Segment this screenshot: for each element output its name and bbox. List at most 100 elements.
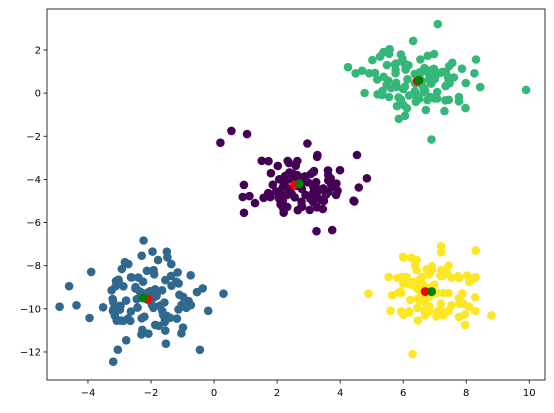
- cluster-2-point: [440, 106, 449, 116]
- cluster-2-point: [415, 68, 424, 77]
- cluster-3-point: [406, 295, 415, 305]
- cluster-3-point: [444, 261, 453, 271]
- cluster-3-point: [436, 299, 446, 309]
- cluster-2-point: [392, 101, 402, 111]
- cluster-3-point: [396, 307, 406, 316]
- cluster-3-point: [364, 289, 373, 299]
- cluster-0-point: [250, 198, 260, 208]
- cluster-3-point: [404, 308, 414, 317]
- cluster-1-point: [177, 300, 186, 310]
- y-tick-label: −2: [26, 132, 41, 143]
- cluster-1-point: [145, 286, 155, 296]
- cluster-1-point: [121, 336, 131, 345]
- cluster-3-point: [393, 273, 402, 283]
- cluster-3-point: [471, 273, 480, 282]
- cluster-0-point: [268, 180, 278, 189]
- cluster-0-point: [279, 205, 288, 214]
- red-marker: [420, 287, 430, 297]
- green-marker: [138, 293, 148, 303]
- green-marker: [294, 179, 304, 189]
- cluster-0-point: [282, 190, 292, 200]
- cluster-2-point: [421, 105, 431, 115]
- cluster-3-point: [384, 272, 394, 282]
- cluster-1-point: [154, 321, 163, 331]
- cluster-2-point: [432, 87, 442, 97]
- cluster-2-point: [351, 69, 360, 78]
- cluster-1-point: [86, 267, 96, 277]
- cluster-2-point: [433, 19, 443, 29]
- cluster-1-point: [117, 264, 127, 274]
- cluster-3-point: [453, 271, 463, 281]
- cluster-0-point: [350, 197, 359, 206]
- cluster-2-point: [378, 86, 387, 96]
- cluster-0-point: [284, 158, 294, 168]
- cluster-2-point: [408, 36, 418, 46]
- cluster-2-point: [390, 60, 400, 69]
- cluster-3-point: [401, 275, 411, 285]
- cluster-1-point: [113, 345, 123, 355]
- cluster-1-point: [111, 276, 121, 286]
- cluster-0-point: [331, 190, 341, 200]
- cluster-2-point: [470, 69, 479, 78]
- cluster-1-point: [153, 255, 163, 265]
- cluster-3-point: [396, 287, 405, 296]
- cluster-1-point: [148, 247, 157, 256]
- cluster-0-point: [362, 174, 372, 183]
- cluster-0-point: [238, 192, 247, 202]
- cluster-1-point: [98, 303, 108, 312]
- cluster-0-point: [352, 150, 362, 160]
- cluster-1-point: [138, 277, 148, 287]
- cluster-2-point: [391, 78, 401, 88]
- cluster-0-point: [264, 156, 273, 166]
- cluster-1-point: [131, 284, 140, 293]
- cluster-1-point: [109, 305, 118, 314]
- cluster-1-point: [116, 301, 125, 311]
- cluster-1-point: [167, 281, 176, 291]
- cluster-2-point: [368, 55, 377, 65]
- cluster-1-point: [157, 286, 167, 295]
- x-tick-label: −2: [144, 388, 159, 399]
- cluster-0-point: [266, 168, 276, 178]
- cluster-1-point: [178, 323, 188, 332]
- cluster-0-point: [239, 180, 249, 190]
- y-tick-label: −4: [26, 175, 41, 186]
- cluster-3-point: [413, 316, 423, 325]
- cluster-0-point: [312, 226, 321, 236]
- cluster-2-point: [396, 95, 406, 104]
- cluster-3-point: [439, 268, 449, 277]
- cluster-2-point: [384, 49, 394, 59]
- cluster-0-point: [242, 129, 252, 139]
- cluster-2-point: [521, 85, 531, 95]
- y-tick-label: −10: [20, 304, 41, 315]
- cluster-1-point: [133, 303, 142, 312]
- cluster-2-point: [364, 68, 374, 78]
- green-marker: [414, 75, 424, 85]
- cluster-3-point: [471, 306, 480, 316]
- y-axis-ticks: 2 0 −2 −4 −6 −8 −10 −12: [20, 45, 47, 358]
- cluster-1-point: [72, 301, 81, 310]
- cluster-3-point: [454, 312, 464, 322]
- cluster-1-point: [160, 298, 169, 307]
- cluster-2-point: [444, 61, 454, 71]
- cluster-3-point: [412, 265, 421, 275]
- cluster-2-point: [411, 91, 421, 101]
- cluster-1-point: [162, 247, 172, 256]
- cluster-1-point: [119, 282, 128, 291]
- cluster-3-point: [439, 288, 448, 298]
- cluster-2-point: [403, 75, 412, 84]
- cluster-0-point: [273, 161, 283, 171]
- cluster-3-point: [464, 302, 474, 312]
- cluster-1-point: [165, 313, 175, 323]
- cluster-1-point: [219, 289, 228, 299]
- cluster-0-point: [259, 193, 268, 203]
- cluster-2-point: [471, 55, 481, 64]
- cluster-3-point: [387, 290, 397, 300]
- cluster-2-point: [454, 92, 464, 102]
- cluster-1-point: [108, 357, 118, 367]
- cluster-1-point: [126, 273, 136, 282]
- cluster-1-point: [173, 268, 182, 277]
- cluster-2-point: [445, 78, 454, 88]
- cluster-2-point: [400, 82, 410, 91]
- cluster-0-point: [216, 138, 225, 147]
